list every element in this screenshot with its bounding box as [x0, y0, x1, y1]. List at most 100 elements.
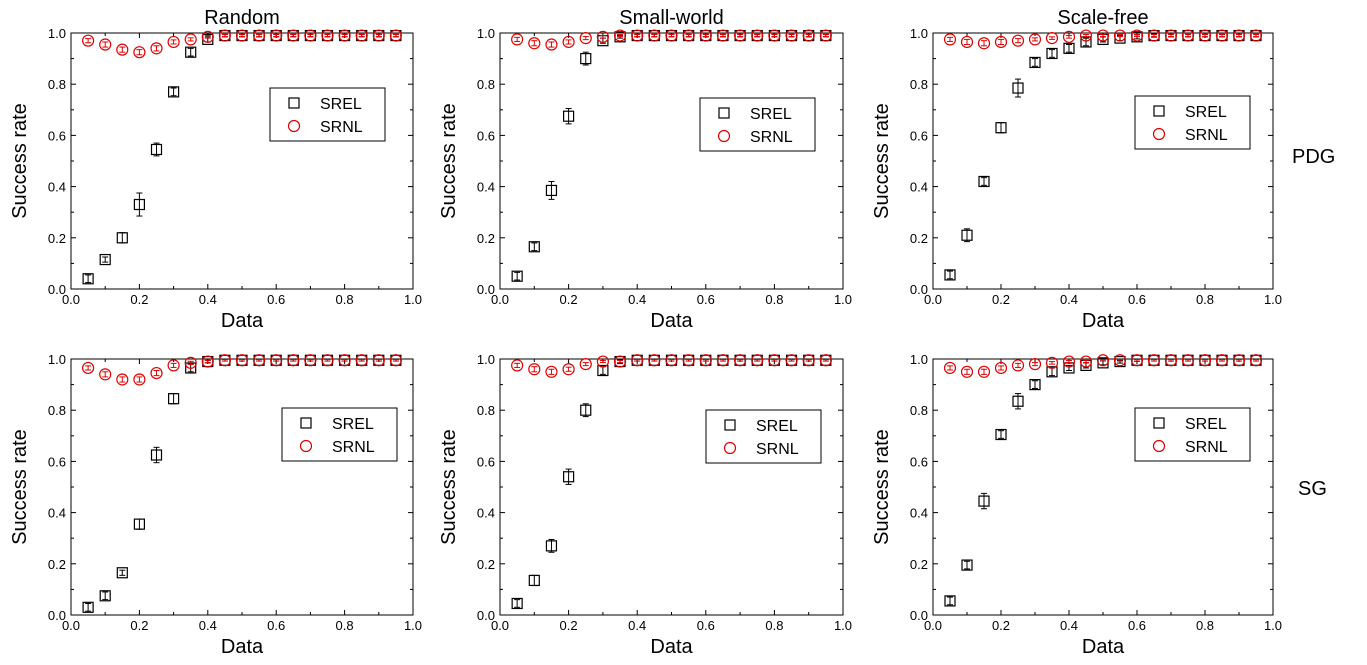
y-tick-label: 0.2 [477, 231, 495, 246]
y-tick-label: 0.8 [910, 77, 928, 92]
legend-box [1134, 407, 1251, 462]
plot-frame [932, 32, 1274, 290]
legend-label: SRNL [1185, 439, 1228, 456]
data-point [1046, 47, 1058, 60]
x-tick-label: 1.0 [1264, 292, 1282, 307]
chart-panel-2: 0.0 0.2 0.4 0.6 0.8 1.0 0.0 0.2 0.4 0.6 0.8 1.0 Data… [438, 7, 852, 332]
data-point [150, 449, 163, 461]
legend-box [699, 97, 816, 152]
x-tick-label: 0.6 [267, 618, 285, 633]
data-point [1062, 30, 1076, 43]
x-tick-label: 0.0 [491, 292, 509, 307]
data-point [978, 175, 990, 188]
data-point [682, 29, 695, 42]
y-tick-label: 0.6 [910, 454, 928, 469]
x-axis-label: Data [650, 310, 693, 332]
data-point [511, 597, 523, 610]
x-tick-label: 0.8 [1196, 292, 1214, 307]
x-tick-label: 0.6 [1128, 618, 1146, 633]
x-tick-label: 0.2 [992, 618, 1010, 633]
series-srel [82, 29, 402, 285]
data-point [1045, 32, 1059, 45]
y-tick-label: 0.6 [48, 128, 66, 143]
series-srel [82, 354, 402, 613]
row-label-sg: SG [1298, 478, 1327, 500]
y-tick-label: 0.4 [910, 180, 928, 195]
data-point [201, 355, 214, 368]
y-tick-label: 0.6 [477, 454, 495, 469]
data-point [1011, 34, 1025, 47]
data-point [596, 355, 610, 368]
data-point [1012, 82, 1024, 94]
data-point [321, 29, 334, 42]
series-srnl [511, 354, 832, 378]
legend: SREL SRNL [281, 407, 398, 462]
data-point [1232, 354, 1246, 367]
y-tick-label: 0.0 [48, 608, 66, 623]
data-point [545, 365, 558, 378]
x-tick-label: 0.2 [560, 292, 578, 307]
data-point [944, 269, 956, 281]
data-point [511, 270, 523, 282]
x-tick-label: 0.2 [560, 618, 578, 633]
data-point [579, 32, 592, 45]
y-tick-label: 0.8 [48, 77, 66, 92]
x-tick-label: 1.0 [404, 292, 422, 307]
data-point [597, 364, 609, 377]
legend: SREL SRNL [699, 97, 816, 152]
y-tick-label: 0.2 [910, 557, 928, 572]
chart-panel-4: 0.0 0.2 0.4 0.6 0.8 1.0 0.0 0.2 0.4 0.6 0.8 1.0 Data… [9, 352, 422, 658]
chart-panel-3: 0.0 0.2 0.4 0.6 0.8 1.0 0.0 0.2 0.4 0.6 0.8 1.0 Data… [871, 7, 1282, 332]
data-point [338, 29, 351, 42]
y-tick-label: 0.2 [477, 557, 495, 572]
y-tick-label: 0.4 [910, 506, 928, 521]
series-srnl [943, 29, 1263, 50]
y-tick-label: 0.0 [910, 608, 928, 623]
legend-marker-circle [299, 439, 313, 453]
data-point [81, 34, 95, 47]
data-point [995, 428, 1007, 441]
y-axis-label: Success rate [438, 429, 460, 545]
data-point [528, 574, 540, 587]
legend-label: SRNL [332, 439, 375, 456]
data-point [716, 354, 730, 367]
data-point [528, 37, 541, 50]
data-point [150, 143, 163, 156]
chart-panel-1: 0.0 0.2 0.4 0.6 0.8 1.0 0.0 0.2 0.4 0.6 0.8 1.0 Data… [9, 7, 422, 332]
data-point [167, 35, 180, 49]
data-point [1028, 358, 1042, 371]
series-srnl [943, 354, 1263, 378]
x-tick-label: 1.0 [1264, 618, 1282, 633]
data-point [355, 354, 368, 367]
x-tick-label: 0.8 [336, 618, 354, 633]
data-point [99, 590, 111, 602]
data-point [1113, 354, 1127, 367]
x-axis-label: Data [1082, 310, 1125, 332]
data-point [511, 33, 524, 46]
x-tick-label: 0.2 [130, 618, 148, 633]
data-point [1215, 29, 1229, 42]
x-tick-label: 1.0 [404, 618, 422, 633]
data-point [751, 29, 764, 42]
y-tick-label: 0.2 [48, 557, 66, 572]
data-point [270, 29, 283, 42]
data-point [1113, 29, 1127, 42]
y-tick-label: 1.0 [910, 26, 928, 41]
legend-label: SREL [332, 416, 374, 433]
plot-frame [932, 358, 1274, 616]
data-point [785, 29, 798, 42]
data-point [596, 30, 610, 43]
data-point [201, 30, 214, 43]
x-tick-label: 0.0 [924, 292, 942, 307]
data-point [218, 354, 231, 367]
data-point [1046, 366, 1058, 378]
data-point [1249, 354, 1263, 367]
y-tick-label: 0.4 [48, 506, 66, 521]
data-point [648, 29, 661, 42]
legend-marker-square [718, 107, 730, 119]
data-point [1029, 56, 1041, 69]
y-tick-label: 0.0 [48, 282, 66, 297]
y-axis-label: Success rate [871, 103, 893, 219]
data-point [1181, 29, 1195, 42]
chart-title: Small-world [619, 7, 723, 29]
